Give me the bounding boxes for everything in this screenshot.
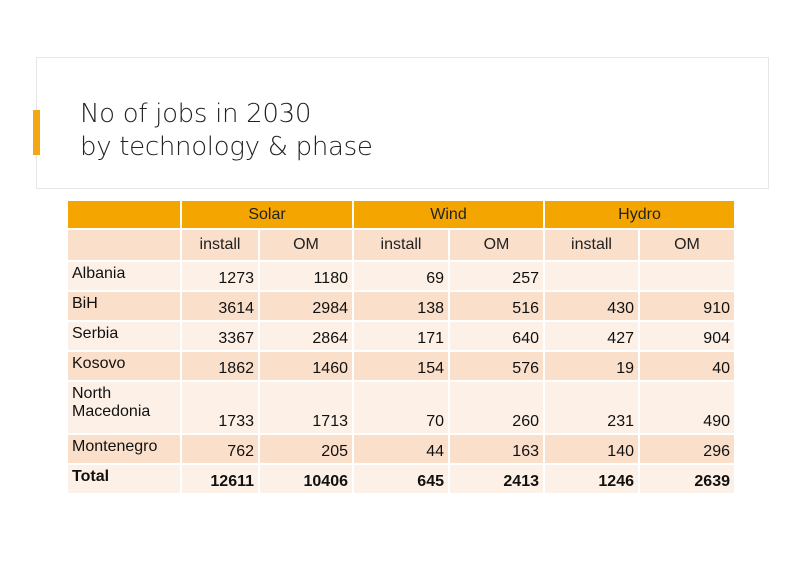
value-cell: 904: [638, 320, 736, 352]
value-cell: 3367: [180, 320, 260, 352]
value-cell: 12611: [180, 463, 260, 495]
subheader-cell: install: [352, 228, 450, 262]
subheader-cell: install: [180, 228, 260, 262]
title-line-1: No of jobs in 2030: [80, 99, 312, 129]
value-cell: 44: [352, 433, 450, 465]
subheader-row: install OM install OM install OM: [66, 228, 736, 262]
value-cell: 231: [543, 380, 640, 435]
row-label: Total: [66, 463, 182, 495]
table-row: Albania 1273 1180 69 257: [66, 260, 736, 292]
table-row: North Macedonia 1733 1713 70 260 231 490: [66, 380, 736, 435]
value-cell: 640: [448, 320, 545, 352]
value-cell: 1713: [258, 380, 354, 435]
value-cell: 140: [543, 433, 640, 465]
value-cell: 19: [543, 350, 640, 382]
subheader-cell: OM: [638, 228, 736, 262]
value-cell: 910: [638, 290, 736, 322]
row-label: Kosovo: [66, 350, 182, 382]
value-cell: 1460: [258, 350, 354, 382]
value-cell: 645: [352, 463, 450, 495]
table-row: Serbia 3367 2864 171 640 427 904: [66, 320, 736, 352]
value-cell: 1733: [180, 380, 260, 435]
value-cell: 516: [448, 290, 545, 322]
value-cell: 3614: [180, 290, 260, 322]
value-cell: 1180: [258, 260, 354, 292]
row-label: North Macedonia: [66, 380, 182, 435]
subheader-cell: install: [543, 228, 640, 262]
value-cell: 2984: [258, 290, 354, 322]
value-cell: 1273: [180, 260, 260, 292]
value-cell: 10406: [258, 463, 354, 495]
value-cell: 762: [180, 433, 260, 465]
title-line-2: by technology & phase: [80, 132, 373, 162]
value-cell: 70: [352, 380, 450, 435]
row-label: Serbia: [66, 320, 182, 352]
value-cell: 2639: [638, 463, 736, 495]
value-cell: 154: [352, 350, 450, 382]
value-cell: 2864: [258, 320, 354, 352]
subheader-corner: [66, 228, 182, 262]
slide-title: No of jobs in 2030 by technology & phase: [80, 98, 373, 164]
value-cell: 69: [352, 260, 450, 292]
table-row: BiH 3614 2984 138 516 430 910: [66, 290, 736, 322]
value-cell: 490: [638, 380, 736, 435]
value-cell: 430: [543, 290, 640, 322]
value-cell: 205: [258, 433, 354, 465]
value-cell: 1862: [180, 350, 260, 382]
value-cell: 296: [638, 433, 736, 465]
total-row: Total 12611 10406 645 2413 1246 2639: [66, 463, 736, 495]
value-cell: 1246: [543, 463, 640, 495]
value-cell: 171: [352, 320, 450, 352]
value-cell: 260: [448, 380, 545, 435]
row-label: Albania: [66, 260, 182, 292]
value-cell: [543, 260, 640, 292]
value-cell: 576: [448, 350, 545, 382]
value-cell: 257: [448, 260, 545, 292]
value-cell: 138: [352, 290, 450, 322]
title-accent-bar: [33, 110, 40, 155]
subheader-cell: OM: [448, 228, 545, 262]
value-cell: 163: [448, 433, 545, 465]
corner-cell: [66, 199, 182, 230]
value-cell: 40: [638, 350, 736, 382]
jobs-table: Solar Wind Hydro install OM install OM i…: [66, 199, 736, 495]
table-row: Kosovo 1862 1460 154 576 19 40: [66, 350, 736, 382]
table-row: Montenegro 762 205 44 163 140 296: [66, 433, 736, 465]
group-header-hydro: Hydro: [543, 199, 736, 230]
value-cell: [638, 260, 736, 292]
value-cell: 427: [543, 320, 640, 352]
group-header-solar: Solar: [180, 199, 354, 230]
group-header-wind: Wind: [352, 199, 545, 230]
value-cell: 2413: [448, 463, 545, 495]
subheader-cell: OM: [258, 228, 354, 262]
row-label: Montenegro: [66, 433, 182, 465]
group-header-row: Solar Wind Hydro: [66, 199, 736, 230]
row-label: BiH: [66, 290, 182, 322]
